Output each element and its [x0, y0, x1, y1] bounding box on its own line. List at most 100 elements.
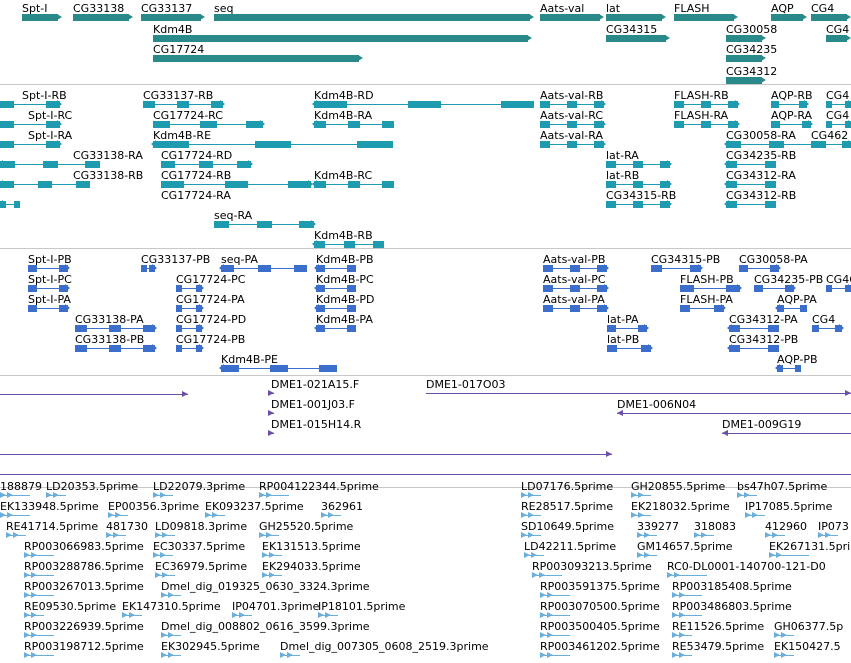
ests-glyph[interactable] — [637, 531, 657, 540]
ests-glyph[interactable] — [24, 611, 44, 620]
transcripts-glyph[interactable] — [161, 180, 313, 189]
clones-glyph[interactable] — [617, 409, 851, 418]
transcripts-feature-label[interactable]: CG30058-RA — [726, 129, 796, 142]
proteins-glyph[interactable] — [28, 304, 70, 313]
transcripts-glyph[interactable] — [826, 120, 851, 129]
transcripts-feature-label[interactable]: Spt-I-RA — [28, 129, 73, 142]
ests-feature-label[interactable]: EK093237.5prime — [205, 500, 304, 513]
ests-glyph[interactable] — [155, 531, 175, 540]
ests-glyph[interactable] — [540, 591, 570, 600]
ests-glyph[interactable] — [521, 531, 541, 540]
clones-feature-label[interactable]: DME1-001J03.F — [271, 398, 355, 411]
proteins-feature-label[interactable]: lat-PA — [607, 313, 639, 326]
genes-feature-label[interactable]: CG34315 — [606, 23, 658, 36]
clones-glyph[interactable] — [0, 390, 188, 399]
ests-glyph[interactable] — [765, 531, 785, 540]
ests-glyph[interactable] — [106, 531, 126, 540]
ests-feature-label[interactable]: EC36979.5prime — [155, 560, 248, 573]
ests-glyph[interactable] — [637, 551, 657, 560]
transcripts-feature-label[interactable]: Kdm4B-RE — [153, 129, 212, 142]
ests-glyph[interactable] — [24, 571, 54, 580]
transcripts-glyph[interactable] — [0, 200, 20, 209]
ests-glyph[interactable] — [155, 571, 175, 580]
ests-glyph[interactable] — [161, 591, 181, 600]
proteins-glyph[interactable] — [727, 324, 779, 333]
ests-feature-label[interactable]: EK294033.5prime — [262, 560, 361, 573]
ests-glyph[interactable] — [631, 511, 651, 520]
ests-feature-label[interactable]: RP003093213.5prime — [532, 560, 652, 573]
transcripts-feature-label[interactable]: CG462 — [811, 129, 849, 142]
genes-feature-label[interactable]: CG34235 — [726, 43, 778, 56]
ests-feature-label[interactable]: RP003461202.5prime — [540, 640, 660, 653]
genes-glyph[interactable] — [826, 34, 851, 43]
proteins-feature-label[interactable]: Spt-I-PB — [28, 253, 72, 266]
genes-glyph[interactable] — [153, 34, 532, 43]
ests-glyph[interactable] — [774, 631, 794, 640]
proteins-glyph[interactable] — [176, 284, 204, 293]
clones-feature-label[interactable]: DME1-021A15.F — [271, 378, 360, 391]
genes-glyph[interactable] — [214, 13, 534, 22]
clones-feature-label[interactable]: DME1-017O03 — [426, 378, 506, 391]
genes-feature-label[interactable]: Aats-val — [540, 2, 585, 15]
transcripts-glyph[interactable] — [724, 160, 776, 169]
transcripts-glyph[interactable] — [0, 180, 90, 189]
ests-feature-label[interactable]: IP073 — [818, 520, 849, 533]
proteins-glyph[interactable] — [314, 324, 356, 333]
proteins-glyph[interactable] — [607, 324, 649, 333]
proteins-feature-label[interactable]: CG17724-PD — [176, 313, 247, 326]
ests-feature-label[interactable]: 481730 — [106, 520, 148, 533]
transcripts-feature-label[interactable]: Aats-val-RC — [540, 109, 604, 122]
ests-feature-label[interactable]: 362961 — [321, 500, 363, 513]
transcripts-glyph[interactable] — [826, 100, 851, 109]
transcripts-feature-label[interactable]: CG17724-RD — [161, 149, 233, 162]
genes-glyph[interactable] — [726, 34, 766, 43]
transcripts-feature-label[interactable]: CG17724-RA — [161, 189, 231, 202]
transcripts-feature-label[interactable]: CG34312-RB — [726, 189, 797, 202]
ests-feature-label[interactable]: RE28517.5prime — [521, 500, 614, 513]
ests-glyph[interactable] — [161, 631, 181, 640]
ests-glyph[interactable] — [153, 491, 173, 500]
ests-feature-label[interactable]: IP04701.3prime — [232, 600, 320, 613]
transcripts-glyph[interactable] — [153, 120, 265, 129]
genes-glyph[interactable] — [674, 13, 738, 22]
transcripts-feature-label[interactable]: Kdm4B-RB — [314, 229, 373, 242]
proteins-feature-label[interactable]: CG17724-PA — [176, 293, 245, 306]
proteins-feature-label[interactable]: CG17724-PC — [176, 273, 246, 286]
genes-feature-label[interactable]: CG34312 — [726, 65, 778, 78]
proteins-feature-label[interactable]: CG30058-PA — [739, 253, 808, 266]
transcripts-feature-label[interactable]: AQP-RA — [771, 109, 813, 122]
proteins-feature-label[interactable]: CG33137-PB — [141, 253, 211, 266]
clones-feature-label[interactable]: DME1-009G19 — [722, 418, 802, 431]
genes-feature-label[interactable]: Kdm4B — [153, 23, 193, 36]
transcripts-glyph[interactable] — [0, 120, 62, 129]
genes-feature-label[interactable]: CG30058 — [726, 23, 778, 36]
ests-glyph[interactable] — [774, 651, 794, 660]
proteins-feature-label[interactable]: Kdm4B-PE — [221, 353, 279, 366]
genes-glyph[interactable] — [771, 13, 807, 22]
proteins-glyph[interactable] — [314, 304, 356, 313]
proteins-glyph[interactable] — [543, 264, 609, 273]
proteins-feature-label[interactable]: lat-PB — [607, 333, 640, 346]
transcripts-glyph[interactable] — [606, 160, 672, 169]
proteins-feature-label[interactable]: CG34235-PB — [754, 273, 824, 286]
transcripts-feature-label[interactable]: CG33138-RA — [73, 149, 143, 162]
ests-glyph[interactable] — [161, 651, 181, 660]
transcripts-feature-label[interactable]: Kdm4B-RD — [314, 89, 374, 102]
ests-feature-label[interactable]: Dmel_dig_007305_0608_2519.3prime — [280, 640, 489, 653]
genes-glyph[interactable] — [153, 54, 363, 63]
ests-feature-label[interactable]: RP003066983.5prime — [24, 540, 144, 553]
ests-glyph[interactable] — [540, 631, 570, 640]
clones-feature-label[interactable]: DME1-015H14.R — [271, 418, 362, 431]
transcripts-glyph[interactable] — [151, 140, 393, 149]
transcripts-glyph[interactable] — [161, 160, 253, 169]
ests-feature-label[interactable]: GH20855.5prime — [631, 480, 726, 493]
ests-glyph[interactable] — [521, 511, 541, 520]
genes-feature-label[interactable]: CG4 — [826, 23, 850, 36]
ests-feature-label[interactable]: RP003070500.5prime — [540, 600, 660, 613]
ests-glyph[interactable] — [24, 651, 54, 660]
transcripts-glyph[interactable] — [214, 220, 316, 229]
ests-feature-label[interactable]: RP003500405.5prime — [540, 620, 660, 633]
proteins-feature-label[interactable]: CG462 — [826, 273, 851, 286]
transcripts-glyph[interactable] — [674, 100, 740, 109]
ests-feature-label[interactable]: SD10649.5prime — [521, 520, 614, 533]
